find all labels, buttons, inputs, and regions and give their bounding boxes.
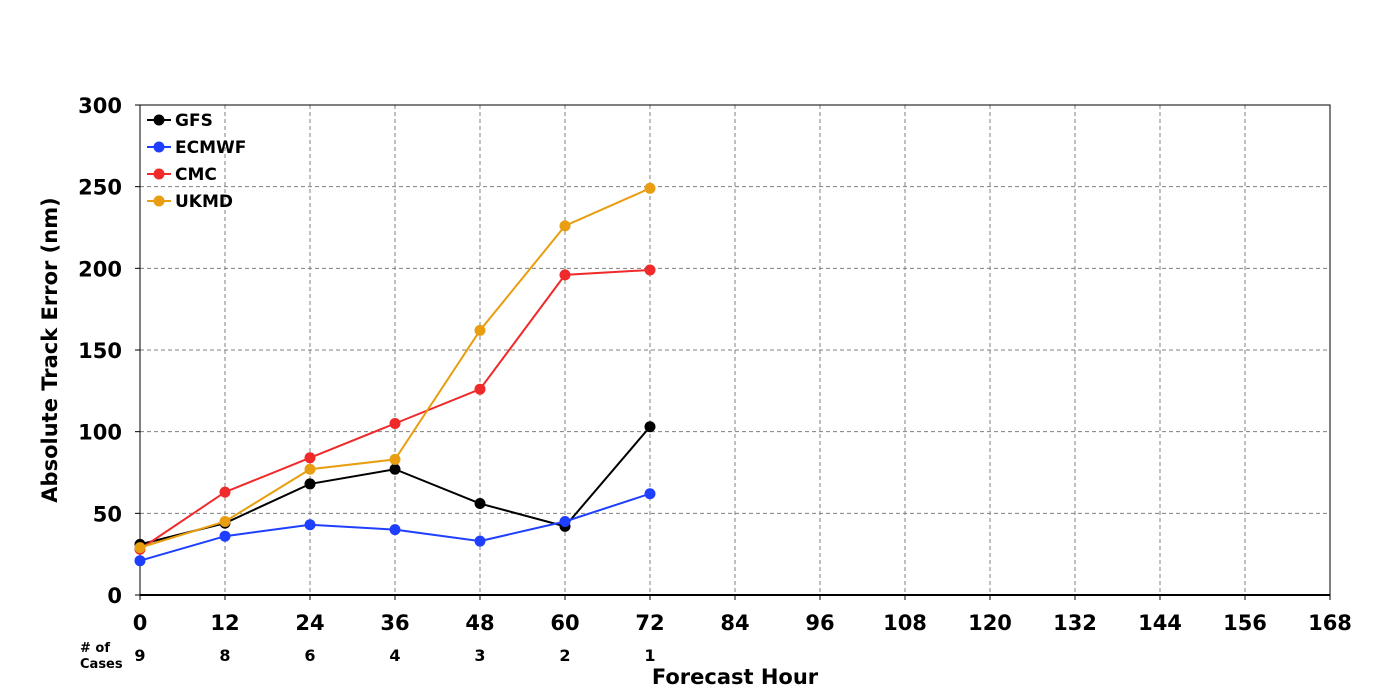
data-point-ecmwf [219,530,231,542]
cases-count: 6 [304,646,315,665]
x-tick-label: 84 [720,611,749,635]
data-point-ecmwf [474,535,486,547]
cases-count: 4 [389,646,400,665]
data-point-ecmwf [304,519,316,531]
cases-count: 3 [474,646,485,665]
data-point-ecmwf [559,516,571,527]
y-tick-label: 0 [107,584,122,608]
data-point-gfs [304,478,316,490]
y-tick-label: 250 [78,176,122,200]
legend-label-ecmwf: ECMWF [175,138,246,158]
y-tick-label: 100 [78,421,122,445]
data-point-ukmd [644,182,656,194]
x-tick-label: 0 [133,611,148,635]
data-point-cmc [304,452,316,464]
data-point-cmc [219,486,231,498]
data-point-ukmd [389,453,401,465]
cases-title-line2: Cases [80,657,123,672]
data-point-ecmwf [389,524,401,536]
legend-label-cmc: CMC [175,165,217,185]
data-point-cmc [644,264,656,276]
legend-marker-ecmwf [153,141,165,153]
legend-item-gfs: GFS [147,111,213,131]
data-point-ukmd [304,463,316,475]
x-tick-label: 60 [550,611,579,635]
y-tick-label: 300 [78,94,122,118]
x-tick-labels: 0 12 24 36 48 60 72 84 96 108 120 132 144 156 168 [133,595,1352,635]
y-tick-label: 150 [78,339,122,363]
x-axis-title: Forecast Hour [652,665,819,689]
y-axis-title: Absolute Track Error (nm) [38,197,62,502]
data-point-cmc [389,418,401,429]
data-point-ukmd [474,324,486,336]
legend-marker-gfs [153,114,165,126]
x-tick-label: 24 [295,611,324,635]
data-point-gfs [644,421,656,433]
cases-count: 8 [219,646,230,665]
data-point-ukmd [559,220,571,232]
x-tick-label: 36 [380,611,409,635]
series-ecmwf [134,488,656,567]
data-point-gfs [389,463,401,475]
cases-count: 1 [644,646,655,665]
y-tick-label: 50 [93,502,122,526]
x-tick-label: 108 [883,611,927,635]
series-ukmd [134,182,656,554]
legend: GFS ECMWF CMC UKMD [147,111,246,212]
series-layer [134,182,656,567]
x-tick-label: 72 [635,611,664,635]
grid [140,105,1330,595]
legend-label-gfs: GFS [175,111,213,131]
legend-label-ukmd: UKMD [175,192,233,212]
cases-title-line1: # of [80,641,110,656]
x-tick-label: 120 [968,611,1012,635]
cases-count: 2 [559,646,570,665]
legend-item-cmc: CMC [147,165,217,185]
legend-marker-cmc [153,168,165,180]
x-tick-label: 12 [210,611,239,635]
data-point-ukmd [219,516,231,527]
cases-values: 9 8 6 4 3 2 1 [134,646,655,665]
data-point-ecmwf [134,555,146,567]
x-tick-label: 96 [805,611,834,635]
legend-item-ecmwf: ECMWF [147,138,246,158]
x-tick-label: 132 [1053,611,1097,635]
data-point-ecmwf [644,488,656,500]
x-tick-label: 48 [465,611,494,635]
x-tick-label: 144 [1138,611,1182,635]
y-tick-label: 200 [78,257,122,281]
cases-count: 9 [134,646,145,665]
data-point-ukmd [134,542,146,554]
data-point-cmc [474,383,486,395]
legend-item-ukmd: UKMD [147,192,233,212]
x-tick-label: 168 [1308,611,1352,635]
x-tick-label: 156 [1223,611,1267,635]
y-tick-labels: 0 50 100 150 200 250 300 [78,94,140,608]
data-point-cmc [559,269,571,281]
legend-marker-ukmd [153,195,165,207]
data-point-gfs [474,498,486,510]
